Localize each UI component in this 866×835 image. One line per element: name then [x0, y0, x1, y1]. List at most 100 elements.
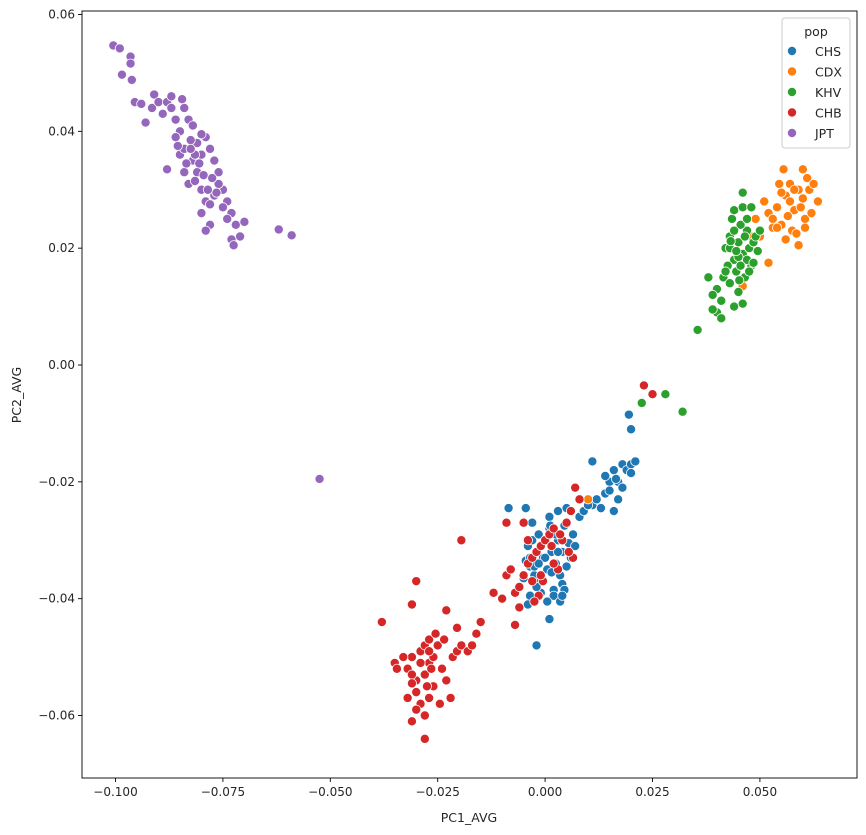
point-jpt	[314, 473, 325, 484]
point-khv	[707, 289, 718, 300]
point-khv	[733, 286, 744, 297]
point-chb	[475, 617, 486, 628]
legend: pop CHS CDX KHV CHB JPT	[781, 17, 851, 149]
point-jpt	[185, 143, 196, 154]
point-chs	[617, 482, 628, 493]
point-chb	[398, 652, 409, 663]
point-chb	[439, 634, 450, 645]
point-jpt	[172, 140, 183, 151]
point-jpt	[273, 224, 284, 235]
legend-entries: CHS CDX KHV CHB JPT	[787, 44, 842, 141]
point-jpt	[205, 199, 216, 210]
point-jpt	[211, 187, 222, 198]
point-jpt	[179, 102, 190, 113]
point-chb	[546, 541, 557, 552]
point-khv	[734, 275, 745, 286]
point-chs	[610, 473, 621, 484]
point-khv	[744, 266, 755, 277]
legend-label-cdx: CDX	[815, 65, 842, 80]
legend-label-chb: CHB	[815, 106, 842, 121]
point-jpt	[187, 120, 198, 131]
point-chb	[421, 681, 432, 692]
point-jpt	[228, 240, 239, 251]
point-chs	[540, 552, 551, 563]
point-khv	[737, 202, 748, 213]
point-cdx	[772, 202, 783, 213]
point-cdx	[808, 178, 819, 189]
point-chb	[445, 692, 456, 703]
point-chb	[406, 599, 417, 610]
point-chb	[376, 617, 387, 628]
legend-label-khv: KHV	[815, 85, 842, 100]
point-khv	[748, 257, 759, 268]
point-chb	[426, 663, 437, 674]
point-chb	[563, 546, 574, 557]
x-tick-label: −0.075	[201, 785, 245, 799]
point-khv	[660, 389, 671, 400]
point-khv	[737, 187, 748, 198]
point-cdx	[795, 202, 806, 213]
point-jpt	[185, 135, 196, 146]
point-chb	[430, 628, 441, 639]
point-jpt	[147, 102, 158, 113]
point-cdx	[793, 240, 804, 251]
point-jpt	[222, 213, 233, 224]
point-chs	[587, 456, 598, 467]
point-chb	[391, 663, 402, 674]
point-chb	[452, 622, 463, 633]
plot-background	[82, 11, 857, 778]
point-chb	[561, 517, 572, 528]
point-cdx	[763, 257, 774, 268]
point-chb	[574, 494, 585, 505]
point-jpt	[162, 164, 173, 175]
point-cdx	[782, 211, 793, 222]
point-jpt	[126, 74, 137, 85]
point-chb	[456, 535, 467, 546]
point-chb	[406, 716, 417, 727]
point-khv	[636, 397, 647, 408]
point-chs	[623, 409, 634, 420]
point-chb	[437, 663, 448, 674]
legend-marker-chb	[787, 107, 798, 118]
y-tick-label: 0.04	[48, 124, 75, 138]
point-chb	[555, 529, 566, 540]
point-chb	[456, 640, 467, 651]
point-chs	[591, 494, 602, 505]
point-chb	[501, 517, 512, 528]
point-khv	[729, 225, 740, 236]
point-jpt	[189, 175, 200, 186]
point-khv	[729, 205, 740, 216]
point-chb	[548, 523, 559, 534]
point-cdx	[800, 222, 811, 233]
point-chb	[522, 535, 533, 546]
point-jpt	[140, 117, 151, 128]
point-chb	[419, 733, 430, 744]
point-jpt	[170, 114, 181, 125]
point-cdx	[791, 228, 802, 239]
point-cdx	[780, 234, 791, 245]
x-tick-label: −0.050	[308, 785, 352, 799]
point-khv	[737, 298, 748, 309]
point-jpt	[205, 143, 216, 154]
point-chs	[533, 529, 544, 540]
point-cdx	[767, 213, 778, 224]
point-jpt	[196, 208, 207, 219]
point-chs	[531, 640, 542, 651]
point-khv	[692, 324, 703, 335]
point-jpt	[286, 230, 297, 241]
point-khv	[742, 213, 753, 224]
points-layer	[108, 40, 823, 744]
point-jpt	[166, 91, 177, 102]
legend-label-chs: CHS	[815, 44, 841, 59]
y-axis-label: PC2_AVG	[9, 367, 24, 423]
point-chb	[411, 704, 422, 715]
point-jpt	[166, 102, 177, 113]
point-khv	[729, 301, 740, 312]
point-cdx	[778, 164, 789, 175]
point-chb	[527, 576, 538, 587]
y-tick-label: −0.02	[38, 475, 75, 489]
point-jpt	[179, 167, 190, 178]
point-chs	[520, 503, 531, 514]
point-cdx	[776, 187, 787, 198]
point-chb	[441, 675, 452, 686]
